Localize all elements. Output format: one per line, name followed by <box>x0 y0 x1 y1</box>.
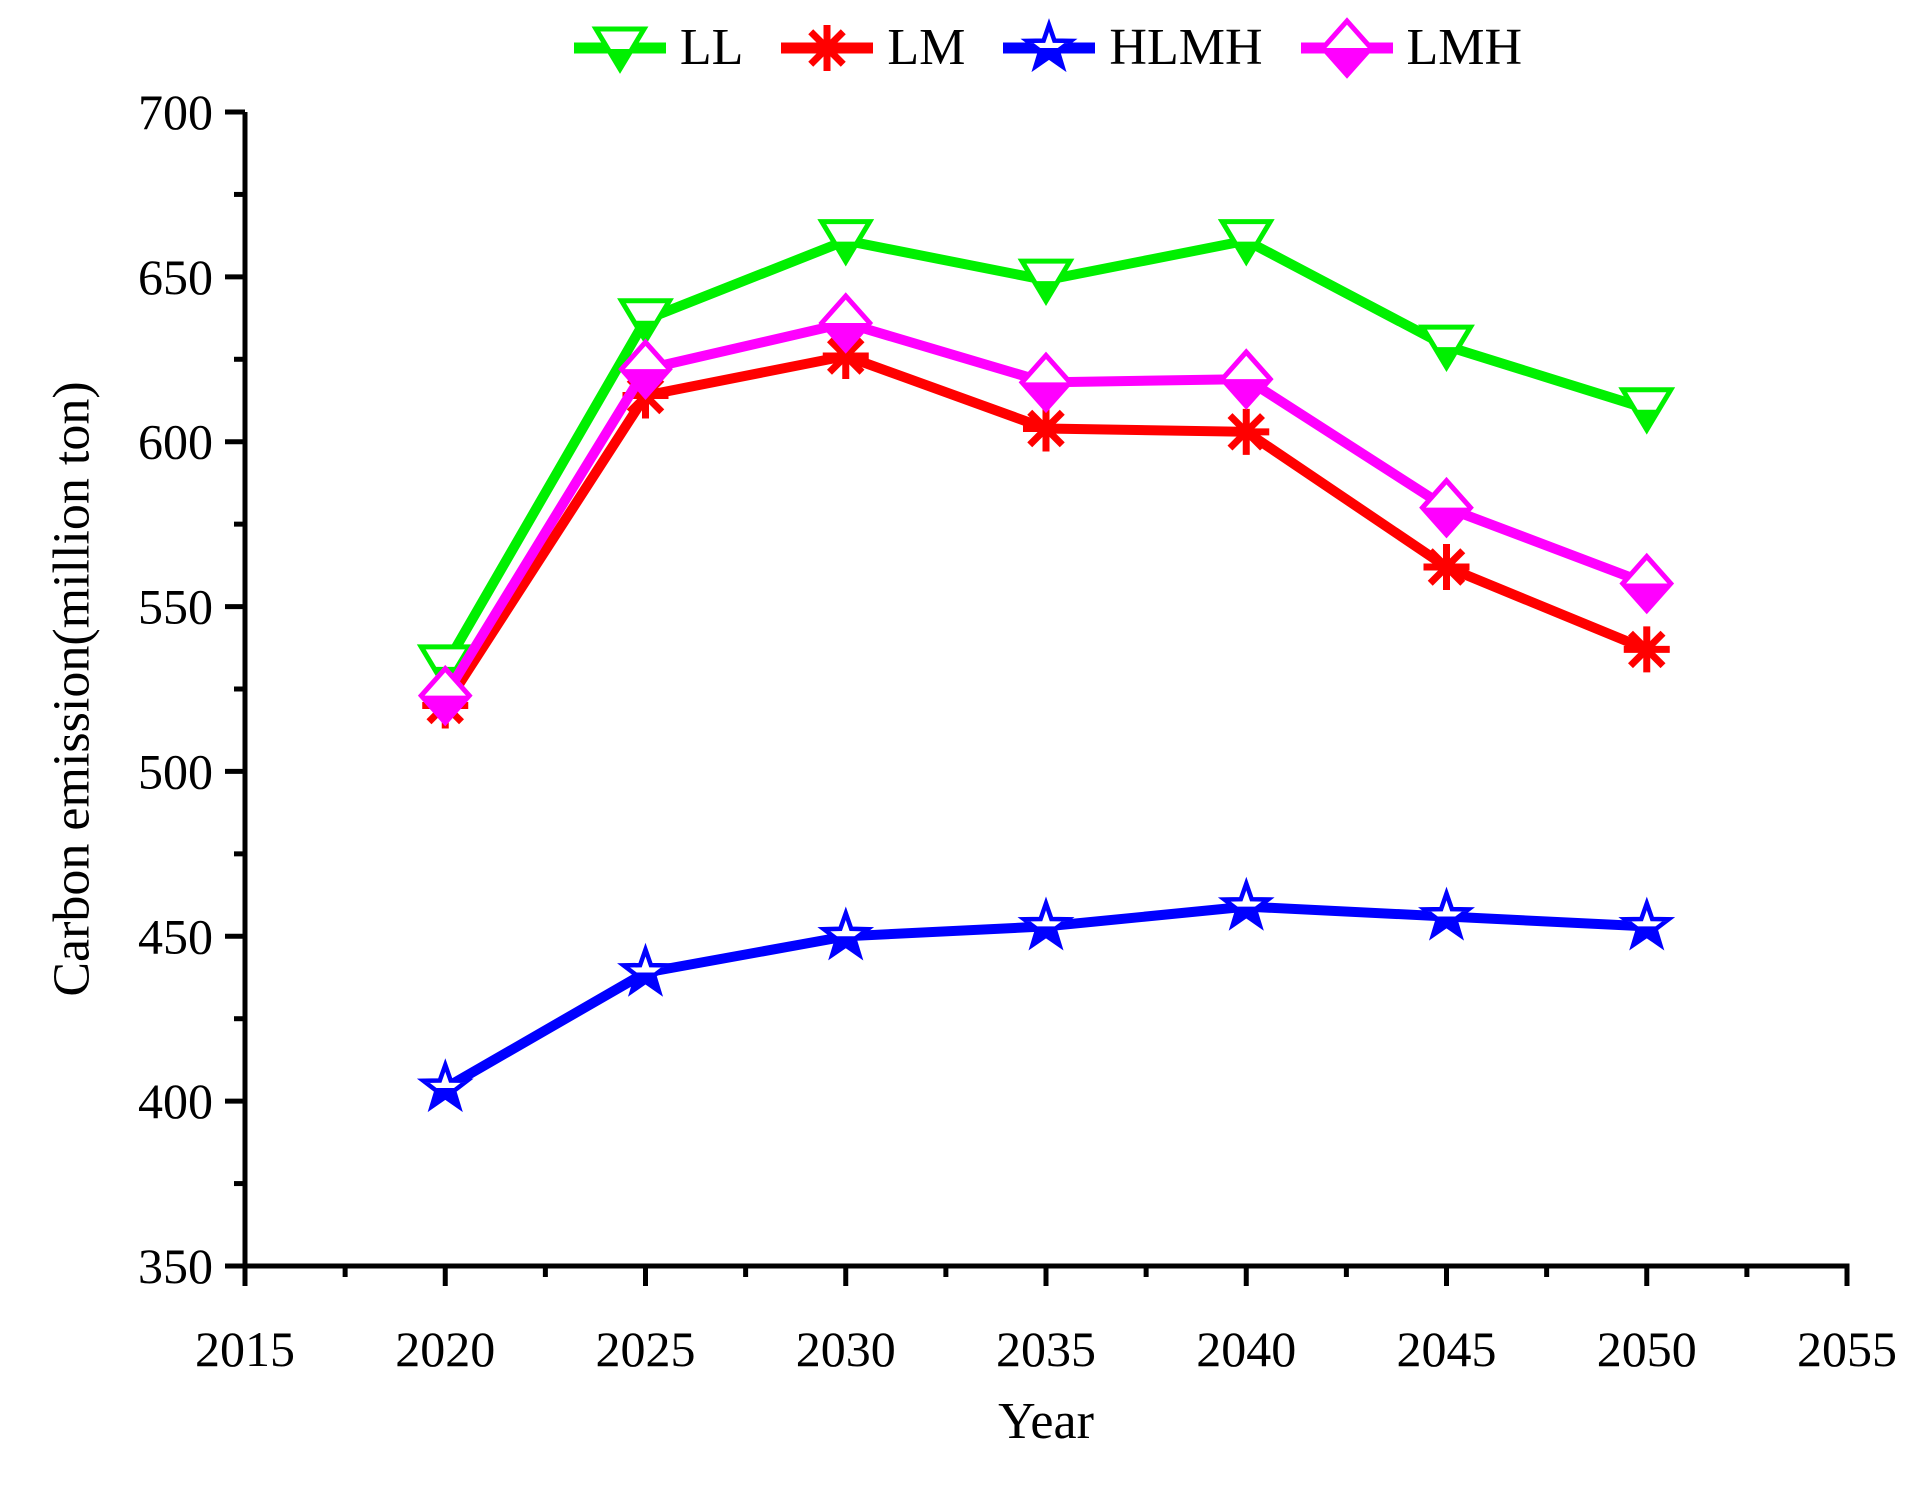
diamond-marker-fill <box>1622 583 1671 611</box>
y-axis-title: Carbon emission(million ton) <box>43 381 101 997</box>
legend-label-ll: LL <box>679 19 744 76</box>
triangle-down-marker-fill <box>1634 409 1659 430</box>
y-tick-label: 600 <box>138 414 213 470</box>
star-marker-icon <box>1418 886 1475 941</box>
x-tick-label: 2050 <box>1597 1321 1697 1377</box>
star-marker-fill <box>1232 906 1260 926</box>
y-tick-label: 350 <box>138 1238 213 1294</box>
legend-item-ll: LL <box>570 10 744 86</box>
x-tick-label: 2045 <box>1397 1321 1497 1377</box>
diamond-marker-fill <box>1222 379 1271 407</box>
x-tick-label: 2030 <box>796 1321 896 1377</box>
asterisk-marker-icon <box>808 29 847 67</box>
legend-marker-lmh-icon <box>1300 17 1393 79</box>
x-tick-label: 2040 <box>1196 1321 1296 1377</box>
diamond-marker-fill <box>1022 382 1070 410</box>
y-tick-label: 700 <box>138 84 213 140</box>
triangle-down-marker-fill <box>1034 281 1058 302</box>
asterisk-marker-icon <box>1227 413 1265 451</box>
star-marker-fill <box>1032 926 1060 945</box>
y-tick-label: 400 <box>138 1073 213 1129</box>
star-marker-fill <box>632 972 659 992</box>
asterisk-marker-icon <box>1628 630 1666 669</box>
asterisk-marker-icon <box>1427 548 1466 586</box>
star-marker-icon <box>817 906 875 961</box>
triangle-down-marker-fill <box>1234 241 1259 262</box>
x-tick-label: 2055 <box>1797 1321 1897 1377</box>
diamond-marker-fill <box>1422 507 1471 535</box>
legend-marker-lm-icon <box>781 25 874 71</box>
x-axis-title: Year <box>998 1393 1094 1450</box>
star-marker-fill <box>832 936 860 955</box>
triangle-down-marker-icon <box>817 219 875 267</box>
legend-item-lm: LM <box>777 10 965 86</box>
diamond-marker-fill <box>821 323 870 351</box>
x-tick-label: 2035 <box>996 1321 1096 1377</box>
legend-label-lmh: LMH <box>1406 19 1523 76</box>
star-marker-fill <box>1433 916 1460 936</box>
legend-label-hlmh: HLMH <box>1109 19 1263 76</box>
y-tick-label: 500 <box>138 743 213 799</box>
triangle-down-marker-fill <box>633 320 658 341</box>
triangle-down-marker-fill <box>833 241 858 262</box>
star-marker-icon <box>1017 896 1075 951</box>
series-HLMH <box>416 876 1676 1113</box>
y-tick-label: 650 <box>138 249 213 305</box>
x-tick-label: 2020 <box>395 1321 495 1377</box>
triangle-down-marker-fill <box>1434 347 1459 368</box>
x-tick-label: 2025 <box>596 1321 696 1377</box>
triangle-down-marker-icon <box>1217 219 1275 267</box>
legend-marker-hlmh-icon <box>1003 18 1096 73</box>
asterisk-marker-icon <box>827 337 865 375</box>
legend-marker-ll-icon <box>573 26 666 74</box>
star-marker-icon <box>1618 896 1676 951</box>
diamond-marker-fill <box>421 695 470 723</box>
series-LL <box>416 219 1676 692</box>
legend-item-lmh: LMH <box>1297 10 1523 86</box>
star-marker-fill <box>431 1087 459 1107</box>
star-marker-fill <box>1633 926 1661 945</box>
star-marker-icon <box>416 1058 474 1113</box>
legend-item-hlmh: HLMH <box>999 10 1263 86</box>
y-tick-label: 550 <box>138 579 213 635</box>
chart-legend: LL LM HLMH LMH <box>245 8 1847 88</box>
triangle-down-marker-fill <box>607 49 632 69</box>
series-LMH <box>417 292 1675 727</box>
diamond-marker-fill <box>621 369 670 397</box>
y-tick-label: 450 <box>138 908 213 964</box>
x-tick-label: 2015 <box>195 1321 295 1377</box>
diamond-marker-fill <box>1322 48 1371 75</box>
star-marker-fill <box>1035 48 1063 67</box>
legend-label-lm: LM <box>887 19 966 76</box>
star-marker-icon <box>1217 876 1275 931</box>
asterisk-marker-icon <box>1027 409 1065 448</box>
